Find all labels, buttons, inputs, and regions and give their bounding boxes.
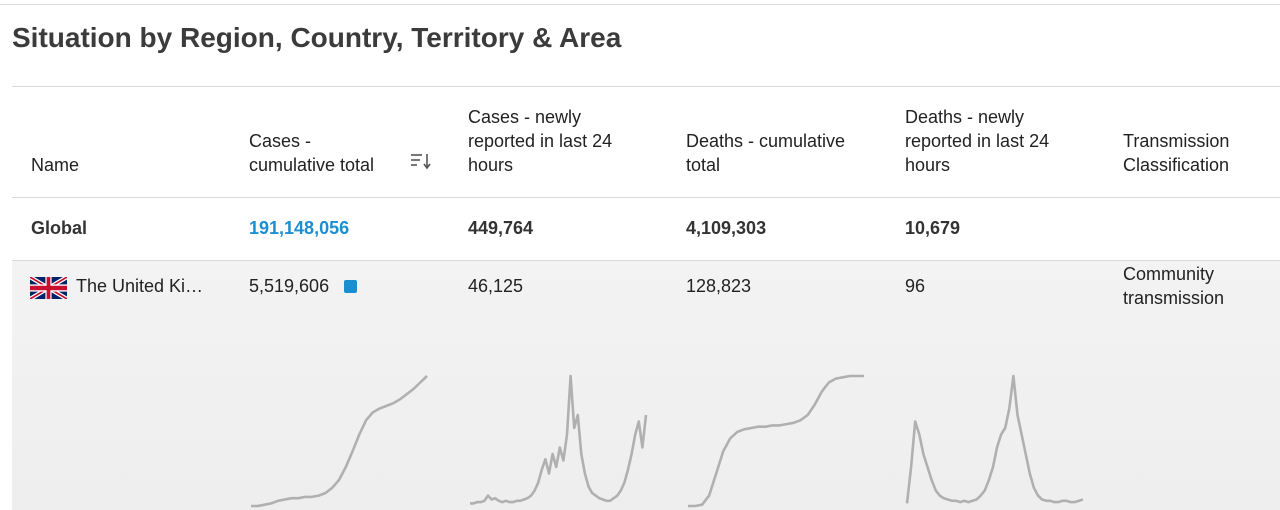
column-header-transmission[interactable]: Transmission Classification [1123,129,1229,177]
header-line: Cases - [249,131,312,151]
row-cases-cumulative: 5,519,606 [249,276,330,296]
header-line: Deaths - cumulative [686,131,846,151]
header-line: Deaths - newly [905,107,1025,127]
global-name: Global [31,218,88,238]
header-line: Transmission [1123,131,1230,151]
sparkline-deaths-cumulative [688,374,864,508]
header-divider [12,197,1280,198]
header-line: reported in last 24 [468,131,613,151]
sparkline-cases-cumulative [251,375,428,508]
global-deaths-new: 10,679 [905,218,961,238]
global-cases-new: 449,764 [468,218,534,238]
page-title: Situation by Region, Country, Territory … [12,22,622,53]
situation-table: Name Cases - cumulative total Cases - ne… [12,86,1280,510]
legend-color-badge[interactable] [344,280,357,293]
sparkline-path [905,374,1084,504]
global-row: Global 191,148,056 449,764 4,109,303 10,… [12,198,1280,260]
table-top-divider [12,86,1280,87]
table-row[interactable]: The United Ki… 5,519,606 46,125 128,823 … [12,261,1280,510]
column-header-name[interactable]: Name [31,153,79,177]
header-line: hours [468,155,514,175]
header-line: cumulative total [249,155,375,175]
transmission-line: transmission [1123,288,1225,308]
sparkline-path [251,375,428,508]
table-header-row: Name Cases - cumulative total Cases - ne… [12,86,1280,197]
country-name[interactable]: The United Ki… [76,276,204,296]
sparkline-path [470,374,648,505]
column-header-cases-cumulative[interactable]: Cases - cumulative total [249,129,374,177]
column-header-cases-new[interactable]: Cases - newly reported in last 24 hours [468,105,612,177]
column-header-deaths-cumulative[interactable]: Deaths - cumulative total [686,129,845,177]
sparkline-deaths-new [905,374,1084,504]
uk-flag-icon [30,277,67,299]
transmission-line: Community [1123,264,1215,284]
row-transmission: Community transmission [1123,262,1224,310]
header-name-line-1: Name [31,155,80,175]
header-line: reported in last 24 [905,131,1050,151]
row-deaths-cumulative: 128,823 [686,276,752,296]
column-header-deaths-new[interactable]: Deaths - newly reported in last 24 hours [905,105,1049,177]
row-divider [12,260,1280,261]
top-border [0,4,1280,5]
row-cases-new: 46,125 [468,276,524,296]
header-line: Classification [1123,155,1230,175]
sparkline-path [688,374,864,508]
global-deaths-cumulative: 4,109,303 [686,218,767,238]
header-line: hours [905,155,951,175]
row-deaths-new: 96 [905,276,926,296]
sort-descending-icon[interactable] [410,152,432,170]
header-line: Cases - newly [468,107,582,127]
sparkline-cases-new [470,374,648,505]
header-line: total [686,155,721,175]
global-cases-cumulative[interactable]: 191,148,056 [249,218,350,238]
